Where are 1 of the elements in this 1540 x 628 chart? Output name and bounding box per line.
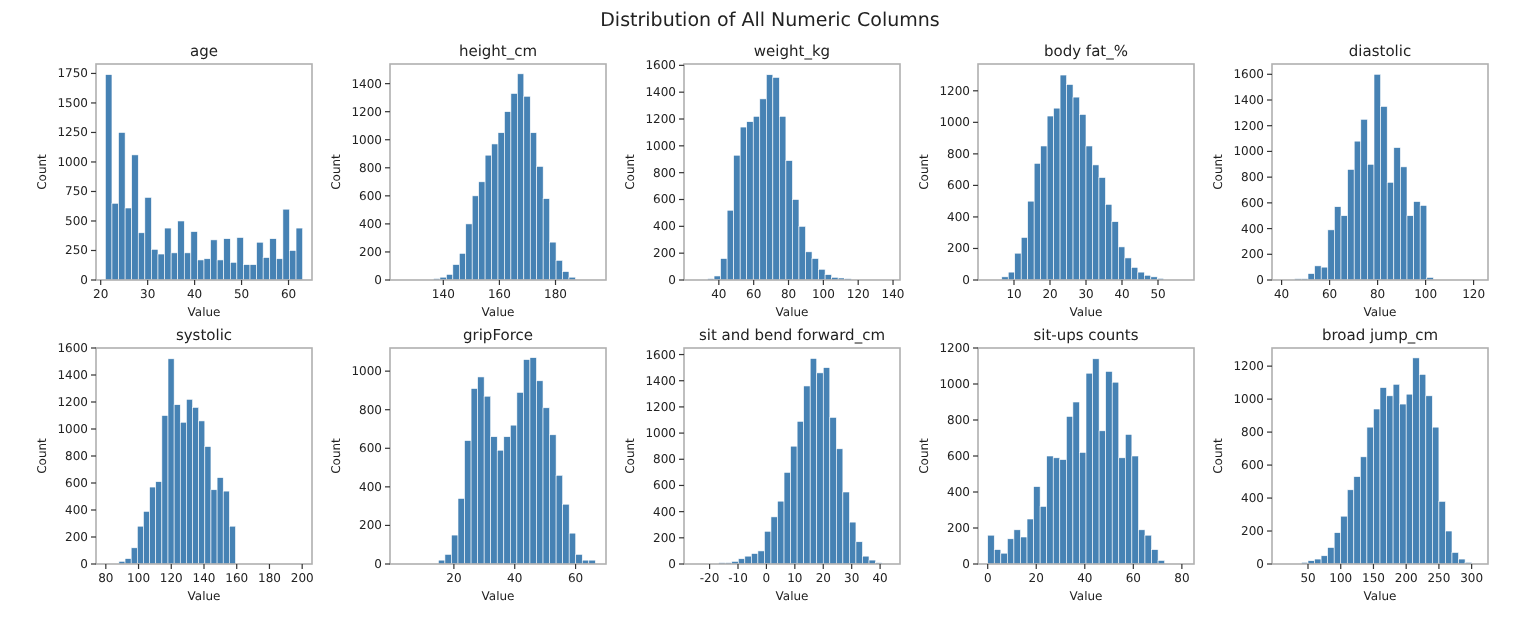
text: Distribution of All Numeric Columns — [600, 10, 940, 32]
